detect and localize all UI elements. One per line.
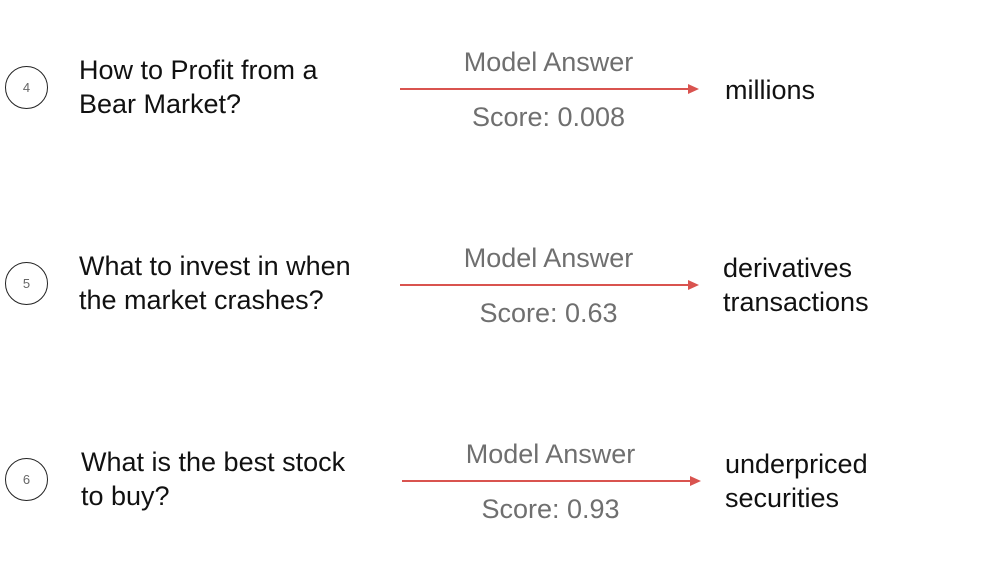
question-line: How to Profit from a xyxy=(79,55,318,85)
score-label: Score: 0.63 xyxy=(479,298,618,328)
score-label: Score: 0.93 xyxy=(481,494,620,524)
row-number-badge: 5 xyxy=(5,262,48,305)
question-line: the market crashes? xyxy=(79,285,324,315)
row-number-badge: 6 xyxy=(5,458,48,501)
model-answer-label: Model Answer xyxy=(465,439,636,469)
model-answer-text: millions xyxy=(725,73,815,107)
answer-line: transactions xyxy=(723,287,869,317)
arrow-right-icon xyxy=(400,84,699,94)
score-label: Score: 0.008 xyxy=(471,102,626,132)
row-number: 5 xyxy=(22,276,31,291)
question-text: What to invest in when the market crashe… xyxy=(79,249,399,317)
arrow-right-icon xyxy=(400,280,699,290)
answer-line: millions xyxy=(725,75,816,105)
qa-row-5: 5 What to invest in when the market cras… xyxy=(0,196,981,328)
model-answer-label: Model Answer xyxy=(463,47,634,77)
row-number: 4 xyxy=(22,80,31,95)
row-number: 6 xyxy=(22,472,31,487)
question-text: What is the best stock to buy? xyxy=(81,445,401,513)
question-text: How to Profit from a Bear Market? xyxy=(79,53,399,121)
row-number-badge: 4 xyxy=(5,66,48,109)
arrow-right-icon xyxy=(402,476,701,486)
model-answer-text: underpriced securities xyxy=(725,447,868,515)
answer-line: securities xyxy=(725,483,840,513)
question-line: Bear Market? xyxy=(79,89,242,119)
question-line: What is the best stock xyxy=(81,447,346,477)
model-answer-label: Model Answer xyxy=(463,243,634,273)
question-line: to buy? xyxy=(81,481,170,511)
model-answer-text: derivatives transactions xyxy=(723,251,869,319)
answer-line: underpriced xyxy=(725,449,868,479)
qa-row-6: 6 What is the best stock to buy? Model A… xyxy=(0,392,981,524)
qa-row-4: 4 How to Profit from a Bear Market? Mode… xyxy=(0,0,981,132)
answer-line: derivatives xyxy=(723,253,853,283)
question-line: What to invest in when xyxy=(79,251,351,281)
